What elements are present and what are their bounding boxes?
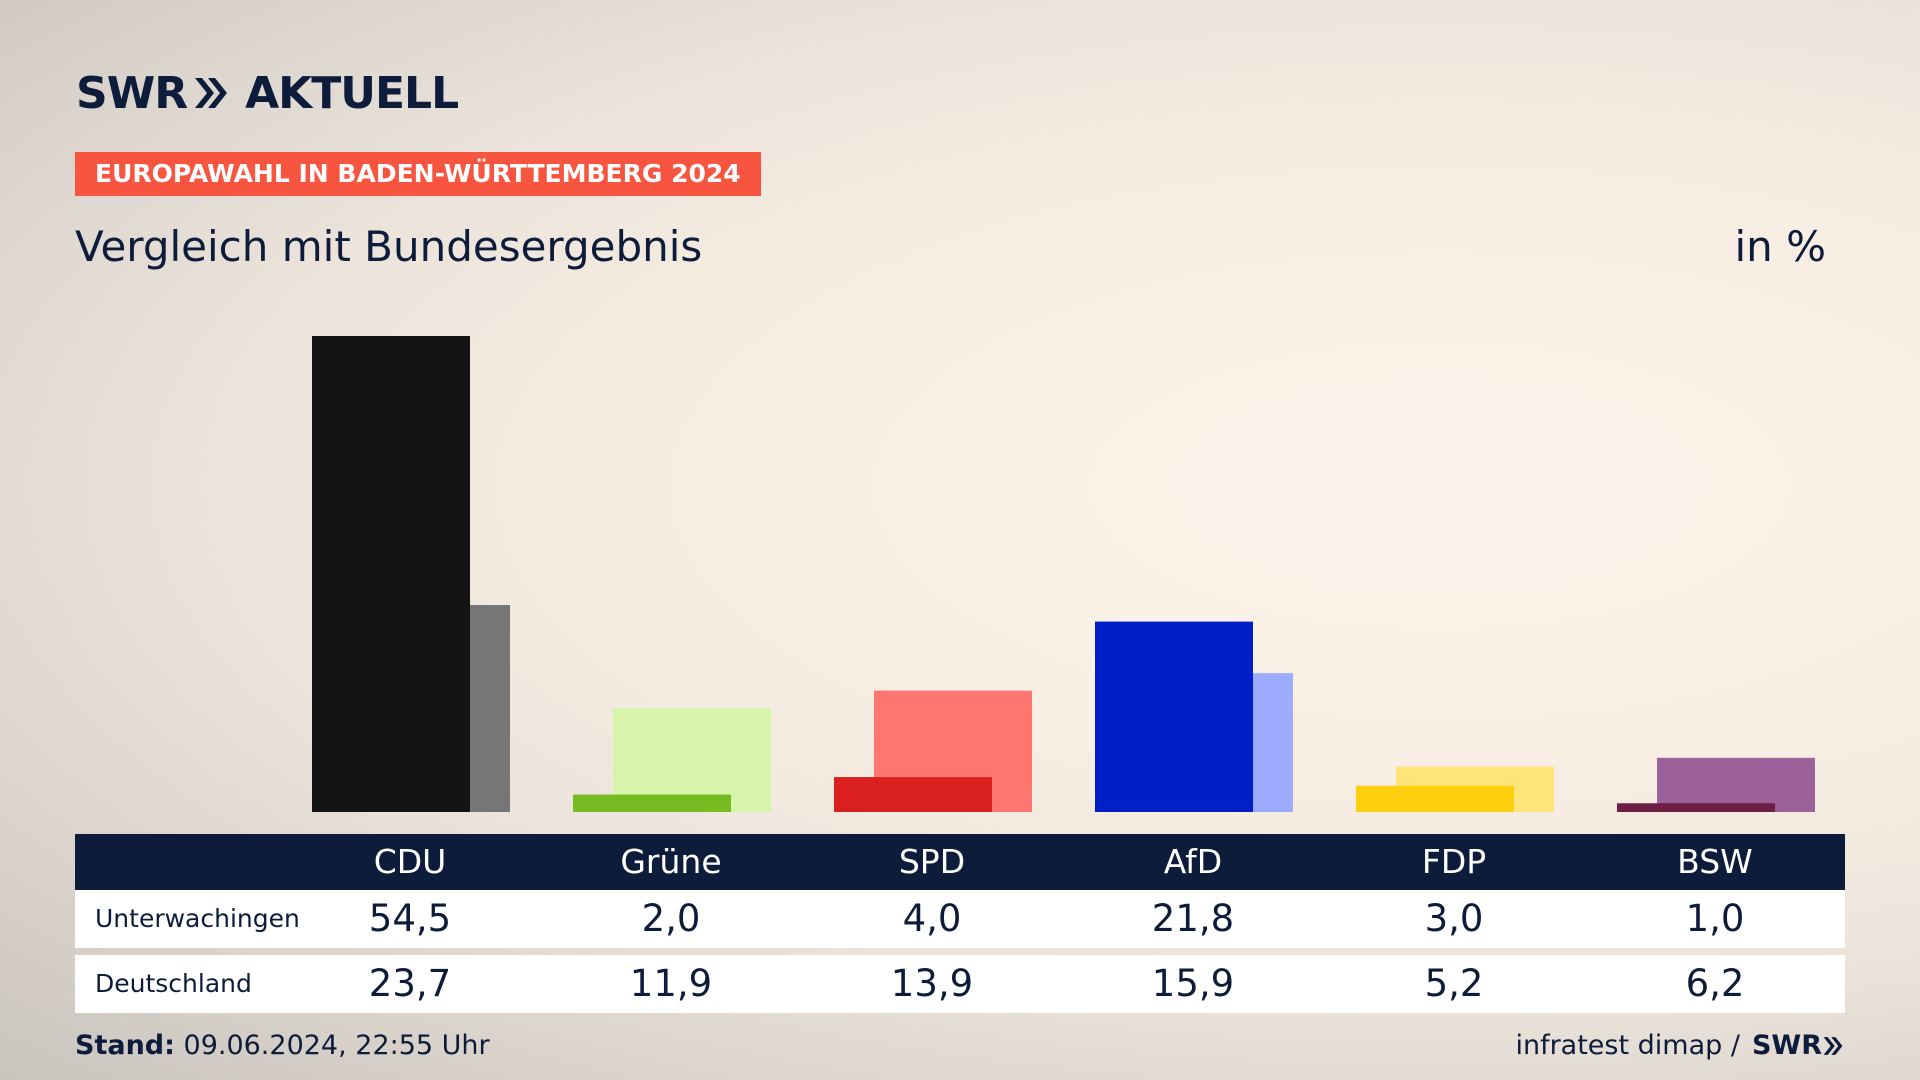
value-cell: 1,0 xyxy=(1685,897,1745,940)
row-label: Deutschland xyxy=(95,969,252,998)
value-cell: 11,9 xyxy=(629,962,713,1005)
value-cell: 4,0 xyxy=(902,897,962,940)
party-header-afd: AfD xyxy=(1163,842,1223,881)
bar-unterwachingen-bsw xyxy=(1617,803,1775,812)
value-cell: 23,7 xyxy=(368,962,452,1005)
table-row: Unterwachingen 54,5 2,0 4,0 21,8 3,0 1,0 xyxy=(75,890,1845,948)
value-cell: 6,2 xyxy=(1685,962,1745,1005)
swr-aktuell-logo: SWR AKTUELL xyxy=(76,67,459,119)
bar-chart xyxy=(312,336,1815,812)
bar-unterwachingen-cdu xyxy=(312,336,470,812)
value-cell: 2,0 xyxy=(641,897,701,940)
timestamp: Stand: 09.06.2024, 22:55 Uhr xyxy=(75,1030,490,1061)
chevron-right-double-icon xyxy=(1823,1036,1843,1055)
party-header-fdp: FDP xyxy=(1421,842,1487,881)
bar-deutschland-bsw xyxy=(1657,757,1815,812)
value-cell: 15,9 xyxy=(1151,962,1235,1005)
value-cell: 21,8 xyxy=(1151,897,1235,940)
party-header-gruene: Grüne xyxy=(620,842,722,881)
row-label: Unterwachingen xyxy=(95,904,300,933)
bar-unterwachingen-afd xyxy=(1095,621,1253,812)
table-row: Deutschland 23,7 11,9 13,9 15,9 5,2 6,2 xyxy=(75,955,1845,1013)
chevron-right-double-icon xyxy=(193,76,229,110)
stand-value: 09.06.2024, 22:55 Uhr xyxy=(183,1030,490,1061)
logo-swr-text: SWR xyxy=(76,67,188,119)
stand-label: Stand: xyxy=(75,1030,175,1061)
source-credit: infratest dimap / SWR xyxy=(1515,1030,1844,1061)
source-brand-text: SWR xyxy=(1751,1030,1822,1061)
value-cell: 3,0 xyxy=(1424,897,1484,940)
bar-unterwachingen-spd xyxy=(834,777,992,812)
logo-aktuell-text: AKTUELL xyxy=(245,67,459,119)
source-text: infratest dimap / xyxy=(1515,1030,1740,1061)
election-badge: EUROPAWAHL IN BADEN-WÜRTTEMBERG 2024 xyxy=(75,152,761,196)
table-header: CDU Grüne SPD AfD FDP BSW xyxy=(75,834,1845,890)
party-header-cdu: CDU xyxy=(373,842,447,881)
results-table: CDU Grüne SPD AfD FDP BSW Unterwachingen 54,5 2… xyxy=(75,834,1845,1013)
source-brand: SWR xyxy=(1752,1030,1844,1061)
value-cell: 13,9 xyxy=(890,962,974,1005)
unit-label: in % xyxy=(1734,222,1826,271)
bar-unterwachingen-fdp xyxy=(1356,785,1514,812)
value-cell: 54,5 xyxy=(368,897,452,940)
page-subtitle: Vergleich mit Bundesergebnis xyxy=(75,222,703,271)
bar-unterwachingen-gruene xyxy=(573,794,731,812)
party-header-bsw: BSW xyxy=(1677,842,1753,881)
value-cell: 5,2 xyxy=(1424,962,1484,1005)
party-header-spd: SPD xyxy=(898,842,966,881)
